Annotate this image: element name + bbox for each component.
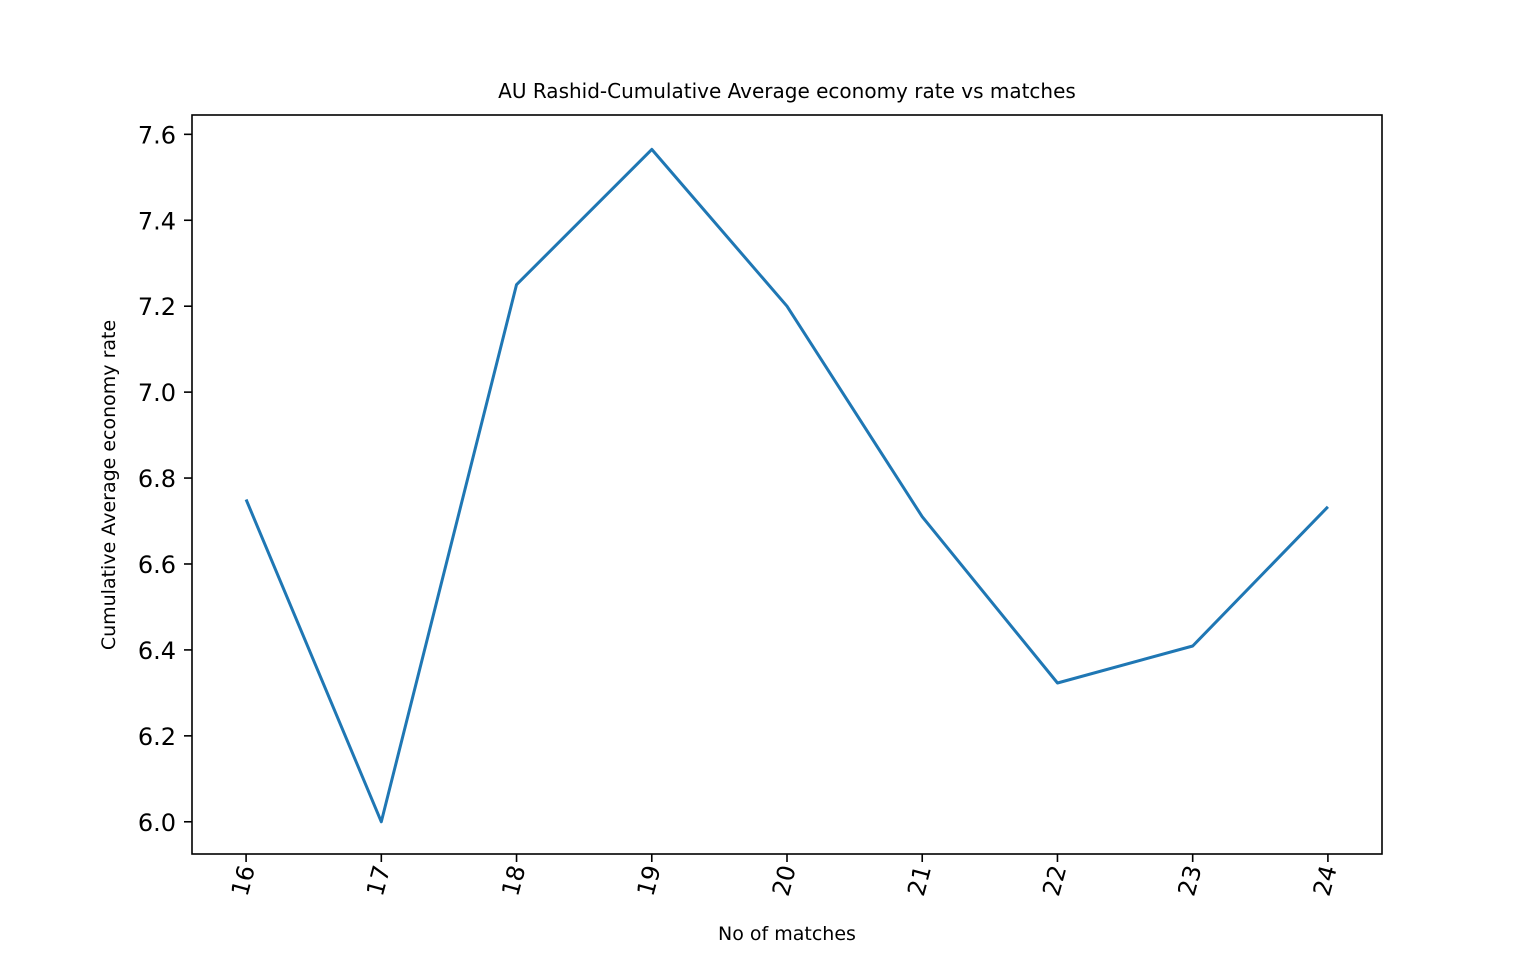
y-tick-label: 6.6	[138, 551, 176, 579]
x-tick-label: 19	[632, 862, 667, 899]
y-tick-label: 7.6	[138, 121, 176, 149]
x-tick-label: 18	[496, 862, 531, 899]
y-tick-label: 6.4	[138, 637, 176, 665]
chart-title: AU Rashid-Cumulative Average economy rat…	[498, 79, 1076, 103]
y-tick-label: 7.0	[138, 379, 176, 407]
x-axis-label: No of matches	[718, 923, 856, 945]
x-tick-label: 22	[1037, 862, 1072, 899]
y-tick-label: 7.2	[138, 293, 176, 321]
x-tick-label: 20	[767, 862, 802, 899]
x-tick-label: 23	[1173, 862, 1208, 899]
series-line	[244, 147, 1329, 824]
y-axis-label: Cumulative Average economy rate	[98, 320, 120, 650]
plot-area-frame	[191, 114, 1383, 855]
y-tick-label: 6.0	[138, 809, 176, 837]
y-tick-label: 6.8	[138, 465, 176, 493]
x-tick-label: 21	[902, 862, 937, 899]
x-tick-label: 16	[226, 862, 261, 899]
x-tick-label: 24	[1308, 862, 1343, 899]
y-axis-ticks: 6.0 6.2 6.4 6.6 6.8 7.0 7.2 7.4 7.6	[138, 121, 192, 837]
x-tick-label: 17	[361, 862, 396, 899]
y-tick-label: 6.2	[138, 723, 176, 751]
y-tick-label: 7.4	[138, 207, 176, 235]
x-axis-ticks: 16 17 18 19 20 21 22 23 24	[226, 854, 1343, 899]
